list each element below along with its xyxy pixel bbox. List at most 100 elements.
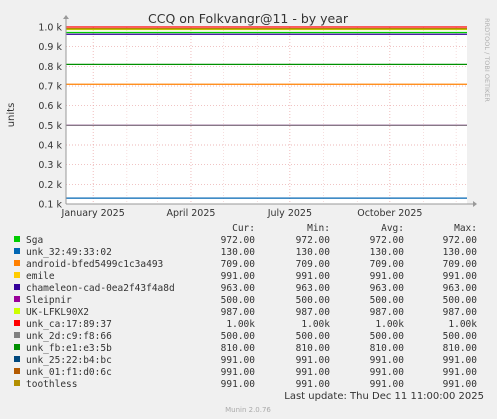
legend-header-min: Min:: [307, 223, 330, 234]
legend-value-cur: 130.00: [221, 247, 256, 258]
x-tick-label: April 2025: [167, 208, 216, 219]
y-tick-label: 0.1 k: [38, 200, 62, 211]
legend-value-avg: 987.00: [370, 307, 405, 318]
legend-swatch: [14, 356, 20, 362]
legend-value-min: 500.00: [296, 295, 331, 306]
legend-value-min: 500.00: [296, 331, 331, 342]
y-tick-label: 0.9 k: [38, 42, 62, 53]
legend-value-min: 987.00: [296, 307, 331, 318]
legend-value-max: 991.00: [443, 367, 478, 378]
legend-value-max: 709.00: [443, 259, 478, 270]
legend-value-max: 991.00: [443, 271, 478, 282]
legend-swatch: [14, 380, 20, 386]
legend-value-min: 810.00: [296, 343, 331, 354]
munin-footer: Munin 2.0.76: [225, 406, 271, 414]
legend-series-name: android-bfed5499c1c3a493: [26, 259, 163, 270]
legend-swatch: [14, 272, 20, 278]
y-tick-label: 0.7 k: [38, 82, 62, 93]
legend-header-cur: Cur:: [232, 223, 255, 234]
legend-value-max: 500.00: [443, 295, 478, 306]
legend-value-cur: 500.00: [221, 331, 256, 342]
legend-value-min: 963.00: [296, 283, 331, 294]
legend-value-cur: 810.00: [221, 343, 256, 354]
legend-value-min: 991.00: [296, 355, 331, 366]
legend-value-min: 991.00: [296, 271, 331, 282]
legend-series-name: UK-LFKL90X2: [26, 307, 89, 318]
legend-value-avg: 972.00: [370, 235, 405, 246]
legend-swatch: [14, 320, 20, 326]
legend-series-name: unk_fb:e1:e3:5b: [26, 343, 112, 354]
legend-value-cur: 991.00: [221, 367, 256, 378]
legend-value-cur: 972.00: [221, 235, 256, 246]
legend-value-min: 972.00: [296, 235, 331, 246]
legend-value-max: 987.00: [443, 307, 478, 318]
legend-swatch: [14, 284, 20, 290]
legend-value-max: 130.00: [443, 247, 478, 258]
y-tick-label: 0.3 k: [38, 160, 62, 171]
legend-value-max: 810.00: [443, 343, 478, 354]
x-tick-label: January 2025: [61, 208, 125, 219]
legend-swatch: [14, 236, 20, 242]
legend-value-max: 1.00k: [448, 319, 477, 330]
y-axis-label: units: [6, 103, 17, 128]
legend-value-cur: 963.00: [221, 283, 256, 294]
legend-header-avg: Avg:: [381, 223, 404, 234]
legend-swatch: [14, 332, 20, 338]
legend-value-cur: 991.00: [221, 379, 256, 390]
legend-swatch: [14, 308, 20, 314]
legend-value-cur: 1.00k: [226, 319, 255, 330]
y-axis-arrow: [63, 15, 69, 19]
y-tick-label: 0.5 k: [38, 121, 62, 132]
legend-value-avg: 1.00k: [375, 319, 404, 330]
legend-value-avg: 130.00: [370, 247, 405, 258]
legend-value-avg: 500.00: [370, 331, 405, 342]
legend-value-max: 972.00: [443, 235, 478, 246]
legend-swatch: [14, 368, 20, 374]
legend-value-avg: 991.00: [370, 367, 405, 378]
legend-series-name: unk_32:49:33:02: [26, 247, 112, 258]
legend-series-name: unk_01:f1:d0:6c: [26, 367, 112, 378]
x-tick-label: October 2025: [357, 208, 422, 219]
legend-series-name: unk_2d:c9:f8:66: [26, 331, 112, 342]
legend-value-cur: 987.00: [221, 307, 256, 318]
legend-value-avg: 500.00: [370, 295, 405, 306]
legend-swatch: [14, 248, 20, 254]
legend-value-cur: 709.00: [221, 259, 256, 270]
legend-value-avg: 810.00: [370, 343, 405, 354]
legend-series-name: emile: [26, 271, 55, 282]
legend-series-name: Sga: [26, 235, 43, 246]
legend-value-max: 500.00: [443, 331, 478, 342]
legend-swatch: [14, 260, 20, 266]
legend-value-min: 991.00: [296, 367, 331, 378]
legend-value-cur: 991.00: [221, 271, 256, 282]
rrdtool-side-label: RRDTOOL / TOBI OETIKER: [483, 18, 491, 102]
legend-value-cur: 991.00: [221, 355, 256, 366]
y-tick-label: 0.8 k: [38, 62, 62, 73]
legend-value-avg: 991.00: [370, 379, 405, 390]
y-tick-label: 0.6 k: [38, 101, 62, 112]
legend-swatch: [14, 344, 20, 350]
legend-value-min: 709.00: [296, 259, 331, 270]
legend-value-max: 991.00: [443, 379, 478, 390]
legend-value-cur: 500.00: [221, 295, 256, 306]
legend-series-name: Sleipnir: [26, 295, 72, 306]
x-axis-arrow: [473, 201, 477, 207]
legend-value-max: 963.00: [443, 283, 478, 294]
legend-series-name: unk_25:22:b4:bc: [26, 355, 112, 366]
y-tick-label: 0.4 k: [38, 141, 62, 152]
series-lines: [66, 26, 467, 199]
legend-value-min: 1.00k: [301, 319, 330, 330]
legend-series-name: chameleon-cad-0ea2f43f4a8d: [26, 283, 175, 294]
y-tick-label: 0.2 k: [38, 180, 62, 191]
legend-swatch: [14, 296, 20, 302]
legend-value-avg: 991.00: [370, 271, 405, 282]
legend-value-min: 130.00: [296, 247, 331, 258]
legend: Cur: Min: Avg: Max: Sga 972.00 972.00 972.00 972…: [14, 223, 477, 390]
x-tick-label: July 2025: [267, 208, 312, 219]
plot-area: [66, 27, 467, 204]
legend-header-max: Max:: [454, 223, 477, 234]
legend-series-name: toothless: [26, 379, 77, 390]
legend-value-avg: 709.00: [370, 259, 405, 270]
legend-series-name: unk_ca:17:89:37: [26, 319, 112, 330]
